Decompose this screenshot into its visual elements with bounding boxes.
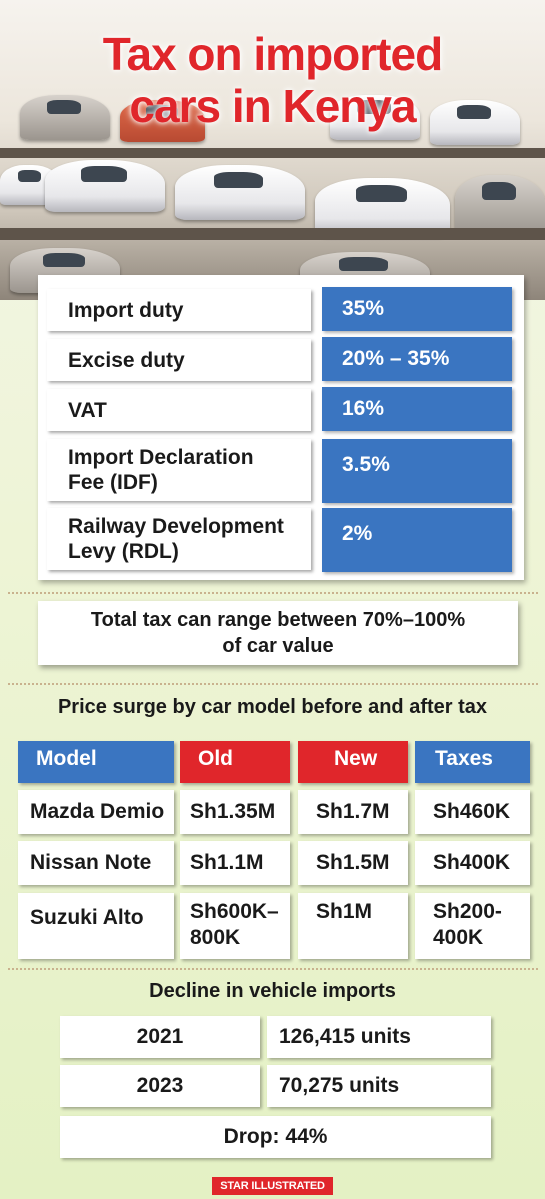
tax-name: VAT	[47, 389, 311, 431]
header-model: Model	[18, 741, 174, 783]
header-new: New	[298, 741, 408, 783]
table-cell-taxes: Sh460K	[415, 790, 530, 834]
table-cell-new: Sh1.5M	[298, 841, 408, 885]
hero-photo	[0, 0, 545, 300]
carrier-deck	[0, 228, 545, 240]
tax-name: Railway Development Levy (RDL)	[47, 508, 311, 570]
import-units: 126,415 units	[267, 1016, 491, 1058]
imports-heading: Decline in vehicle imports	[149, 980, 396, 1002]
section-divider	[8, 968, 538, 970]
tax-name: Import Declaration Fee (IDF)	[47, 439, 311, 501]
import-units: 70,275 units	[267, 1065, 491, 1107]
total-tax-note: Total tax can range between 70%–100% of …	[38, 601, 518, 665]
table-cell-model: Nissan Note	[18, 841, 174, 885]
tax-rate: 35%	[322, 287, 512, 331]
car-image	[45, 160, 165, 212]
tax-name: Excise duty	[47, 339, 311, 381]
total-line-1: Total tax can range between 70%–100%	[90, 609, 466, 631]
import-year: 2023	[60, 1065, 260, 1107]
car-image	[315, 178, 450, 236]
drop-summary: Drop: 44%	[60, 1116, 491, 1158]
table-cell-new: Sh1.7M	[298, 790, 408, 834]
car-image	[330, 95, 420, 140]
table-cell-model: Mazda Demio	[18, 790, 174, 834]
carrier-deck	[0, 148, 545, 158]
car-image	[175, 165, 305, 220]
table-cell-model: Suzuki Alto	[18, 893, 174, 959]
header-taxes: Taxes	[415, 741, 530, 783]
car-image	[430, 100, 520, 145]
table-cell-new: Sh1M	[298, 893, 408, 959]
table-cell-taxes: Sh400K	[415, 841, 530, 885]
table-cell-old: Sh1.1M	[180, 841, 290, 885]
car-image	[20, 95, 110, 140]
header-old: Old	[180, 741, 290, 783]
tax-rate: 20% – 35%	[322, 337, 512, 381]
table-cell-taxes: Sh200- 400K	[415, 893, 530, 959]
car-image	[120, 100, 205, 142]
section-divider	[8, 592, 538, 594]
total-line-2: of car value	[222, 635, 334, 657]
credit-badge: STAR ILLUSTRATED	[212, 1177, 333, 1195]
table-cell-old: Sh600K– 800K	[180, 893, 290, 959]
tax-rate: 16%	[322, 387, 512, 431]
car-image	[455, 175, 545, 235]
import-year: 2021	[60, 1016, 260, 1058]
page-title: Tax on imported cars in Kenya	[0, 28, 545, 132]
price-surge-heading: Price surge by car model before and afte…	[57, 696, 488, 718]
table-cell-old: Sh1.35M	[180, 790, 290, 834]
tax-name: Import duty	[47, 289, 311, 331]
title-line-1: Tax on imported	[102, 28, 443, 80]
title-line-2: cars in Kenya	[129, 80, 416, 132]
section-divider	[8, 683, 538, 685]
tax-rate: 2%	[322, 508, 512, 572]
tax-rate: 3.5%	[322, 439, 512, 503]
